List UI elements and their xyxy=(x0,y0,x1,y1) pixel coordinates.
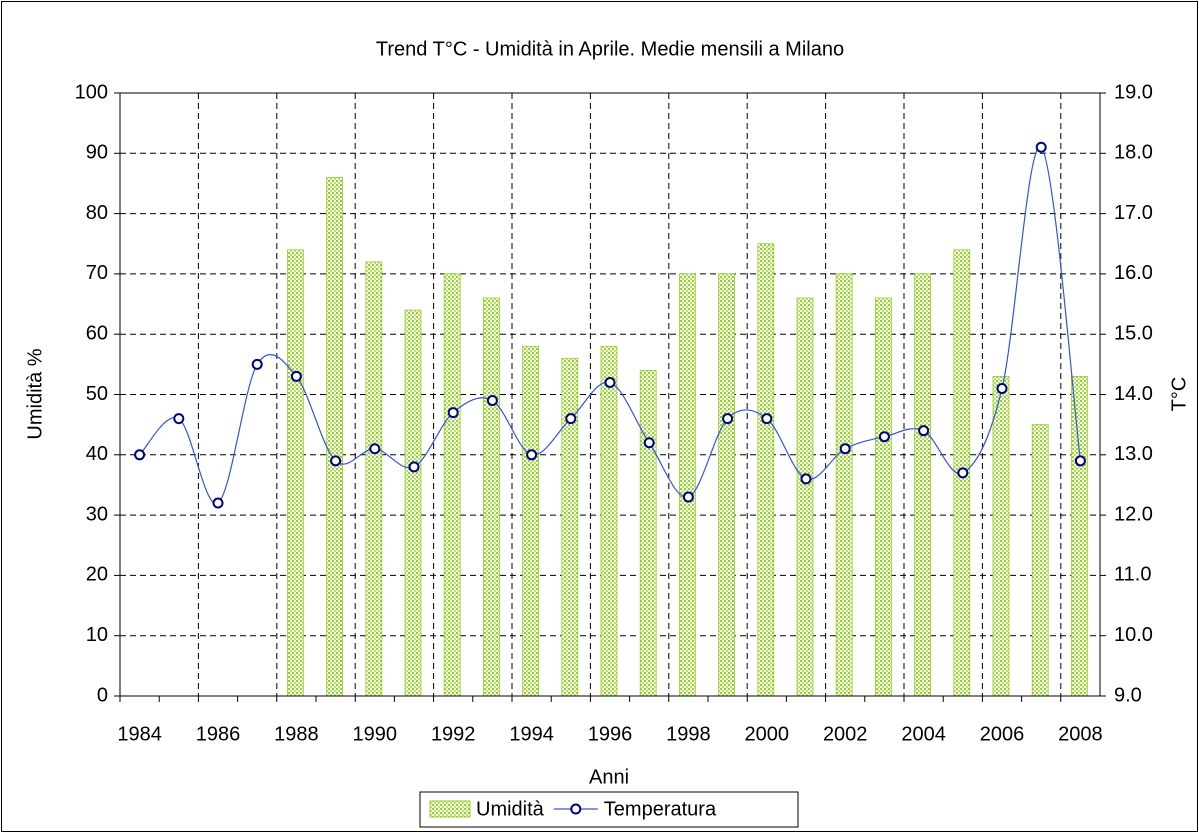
legend-marker xyxy=(570,803,582,815)
bar xyxy=(679,273,696,697)
bar xyxy=(796,297,814,697)
marker xyxy=(682,491,694,503)
bar xyxy=(639,369,657,697)
y-tick-label: 40 xyxy=(86,443,108,465)
y-tick-label: 10 xyxy=(86,624,108,646)
marker xyxy=(1035,141,1047,153)
marker xyxy=(565,413,577,425)
y-tick-label: 0 xyxy=(97,684,108,706)
marker xyxy=(486,395,498,407)
bar xyxy=(286,249,304,697)
bar xyxy=(914,273,931,697)
x-tick-label: 2004 xyxy=(901,723,946,745)
bar xyxy=(522,345,539,697)
marker xyxy=(212,497,224,509)
legend-box xyxy=(419,791,799,828)
marker xyxy=(722,413,734,425)
bar xyxy=(326,177,344,697)
marker xyxy=(643,437,655,449)
y2-tick-label: 18.0 xyxy=(1114,142,1153,164)
y-tick-label: 30 xyxy=(86,503,108,525)
y-axis-label: Umidità % xyxy=(24,348,46,439)
y-tick-label: 100 xyxy=(75,81,108,103)
bar xyxy=(404,309,422,697)
bar xyxy=(718,273,735,697)
bar xyxy=(482,297,500,697)
x-tick-label: 2000 xyxy=(745,723,790,745)
bar xyxy=(757,243,775,697)
y2-tick-label: 15.0 xyxy=(1114,322,1153,344)
x-tick-label: 1998 xyxy=(666,723,711,745)
x-tick-label: 1992 xyxy=(431,723,476,745)
bar xyxy=(1031,424,1049,697)
marker xyxy=(290,370,302,382)
y2-tick-label: 9.0 xyxy=(1114,684,1142,706)
y-tick-label: 70 xyxy=(86,262,108,284)
marker xyxy=(134,449,146,461)
x-tick-label: 1996 xyxy=(588,723,633,745)
marker xyxy=(408,461,420,473)
x-tick-label: 2008 xyxy=(1058,723,1103,745)
y2-tick-label: 12.0 xyxy=(1114,503,1153,525)
y2-tick-label: 19.0 xyxy=(1114,81,1153,103)
marker xyxy=(1074,455,1086,467)
y2-axis-label: T°C xyxy=(1168,377,1190,412)
y2-tick-label: 11.0 xyxy=(1114,564,1151,586)
marker xyxy=(173,413,185,425)
marker xyxy=(251,358,263,370)
bar xyxy=(561,357,579,697)
legend-swatch xyxy=(429,800,471,818)
bar xyxy=(992,376,1010,697)
x-tick-label: 2002 xyxy=(823,723,868,745)
plot-border xyxy=(119,92,1101,697)
y-tick-label: 20 xyxy=(86,564,108,586)
x-axis-label: Anni xyxy=(589,766,629,788)
marker xyxy=(330,455,342,467)
y2-tick-label: 14.0 xyxy=(1114,383,1153,405)
bar xyxy=(365,261,383,697)
x-tick-label: 1990 xyxy=(353,723,398,745)
marker xyxy=(761,413,773,425)
marker xyxy=(526,449,538,461)
bar xyxy=(835,273,853,697)
legend-label: Umidità xyxy=(476,798,545,820)
y2-tick-label: 17.0 xyxy=(1114,202,1153,224)
marker xyxy=(839,443,851,455)
y-tick-label: 80 xyxy=(86,202,108,224)
x-tick-label: 2006 xyxy=(980,723,1025,745)
y2-tick-label: 16.0 xyxy=(1114,262,1153,284)
marker xyxy=(800,473,812,485)
marker xyxy=(604,376,616,388)
y2-tick-label: 13.0 xyxy=(1114,443,1153,465)
marker xyxy=(369,443,381,455)
marker xyxy=(918,425,930,437)
marker xyxy=(878,431,890,443)
x-tick-label: 1986 xyxy=(196,723,241,745)
chart-title: Trend T°C - Umidità in Aprile. Medie men… xyxy=(376,38,844,60)
bar xyxy=(443,273,461,697)
y2-tick-label: 10.0 xyxy=(1114,624,1153,646)
x-tick-label: 1988 xyxy=(274,723,319,745)
bar xyxy=(600,345,618,697)
marker xyxy=(996,382,1008,394)
legend-label: Temperatura xyxy=(604,798,717,820)
y-tick-label: 60 xyxy=(86,322,108,344)
marker xyxy=(447,407,459,419)
bar xyxy=(875,297,892,697)
x-tick-label: 1984 xyxy=(117,723,162,745)
bar xyxy=(1071,376,1088,697)
line xyxy=(139,146,1081,504)
x-tick-label: 1994 xyxy=(509,723,554,745)
y-tick-label: 50 xyxy=(86,383,108,405)
y-tick-label: 90 xyxy=(86,142,108,164)
marker xyxy=(957,467,969,479)
